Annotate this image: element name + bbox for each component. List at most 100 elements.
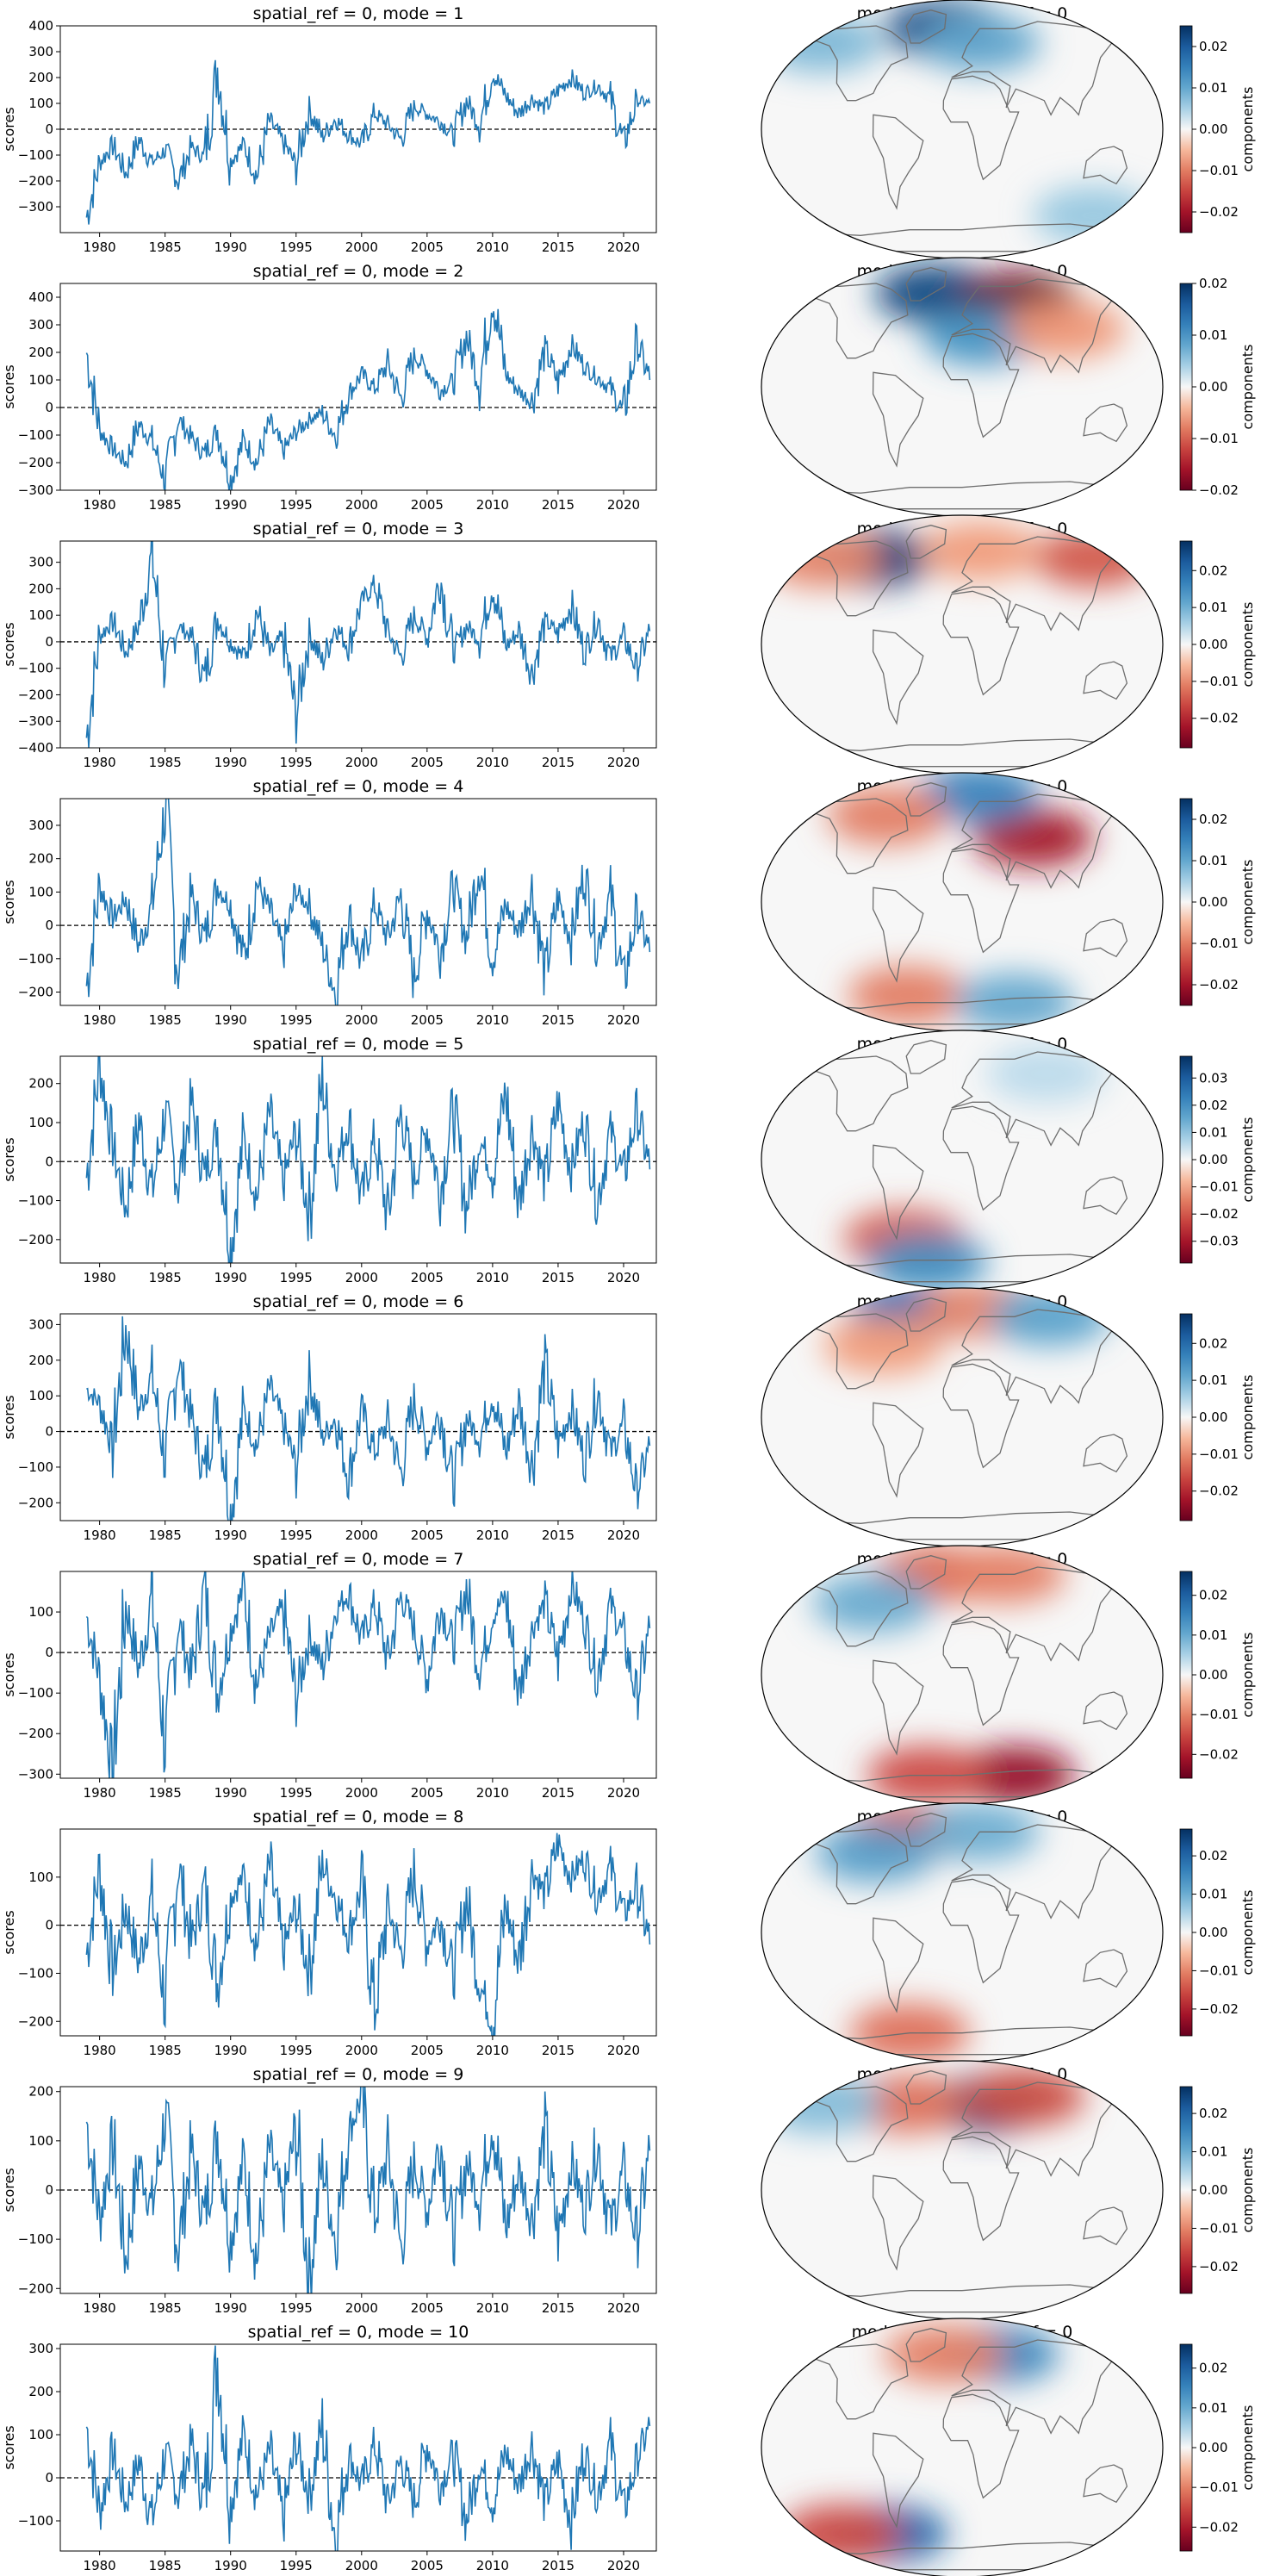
- panel-title: spatial_ref = 0, mode = 9: [253, 2065, 464, 2084]
- y-tick-label: 0: [45, 2182, 53, 2198]
- y-tick-label: −400: [18, 740, 53, 756]
- x-tick-label: 2010: [476, 1528, 509, 1543]
- scores-series-line: [85, 2087, 651, 2293]
- coastline: [1083, 2206, 1128, 2246]
- anomaly-field: [827, 773, 1094, 1031]
- scores-series-line: [85, 1832, 651, 2036]
- colorbar-tick-label: 0.02: [1199, 276, 1227, 291]
- coastline: [872, 2432, 924, 2529]
- anomaly-blob: [883, 2324, 1004, 2384]
- x-tick-label: 2020: [607, 1785, 640, 1801]
- y-tick-label: 100: [28, 607, 53, 623]
- x-tick-label: 1990: [214, 240, 247, 255]
- coastline: [872, 371, 924, 468]
- colorbar-tick-label: −0.02: [1199, 1484, 1239, 1499]
- y-tick-label: 100: [28, 2133, 53, 2149]
- coastline: [1083, 146, 1128, 185]
- x-tick-label: 1990: [214, 1785, 247, 1801]
- x-tick-label: 2005: [411, 2300, 444, 2316]
- x-tick-label: 1990: [214, 2558, 247, 2573]
- y-tick-label: −200: [18, 2013, 53, 2029]
- scores-panel-8: spatial_ref = 0, mode = 8 1980 1985 1990 199…: [1, 1808, 657, 2058]
- colorbar: [1179, 1828, 1193, 2037]
- coastline: [905, 1555, 947, 1590]
- y-tick-label: 0: [45, 918, 53, 933]
- colorbar-tick-label: −0.03: [1199, 1234, 1239, 1249]
- scores-series-line: [85, 2345, 651, 2551]
- y-tick-label: 0: [45, 1424, 53, 1440]
- plot-frame: [59, 283, 657, 491]
- colorbar-tick-label: 0.00: [1199, 894, 1227, 910]
- coastline: [951, 793, 1121, 889]
- x-tick-label: 2000: [345, 1012, 378, 1028]
- y-axis-label: scores: [1, 1395, 17, 1439]
- y-tick-label: 200: [28, 851, 53, 867]
- colorbar-tick-label: 0.01: [1199, 80, 1227, 96]
- x-tick-label: 1980: [84, 1270, 116, 1285]
- x-tick-label: 1980: [84, 2300, 116, 2316]
- y-tick-label: −200: [18, 1232, 53, 1248]
- x-tick-label: 2010: [476, 1012, 509, 1028]
- x-tick-label: 1980: [84, 1785, 116, 1801]
- colorbar-label: components: [1239, 1890, 1256, 1976]
- coastline: [872, 1659, 924, 1756]
- colorbar-tick-label: 0.00: [1199, 1409, 1227, 1425]
- anomaly-field: [815, 1803, 1040, 2062]
- plot-frame: [59, 1313, 657, 1521]
- y-tick-label: 300: [28, 1316, 53, 1332]
- x-tick-label: 2000: [345, 1270, 378, 1285]
- coastline: [813, 2086, 909, 2162]
- coastline: [905, 2070, 947, 2105]
- coastline: [1083, 1949, 1128, 1988]
- colorbar-tick-label: −0.02: [1199, 204, 1239, 220]
- x-tick-label: 2000: [345, 2300, 378, 2316]
- plot-frame: [59, 1055, 657, 1264]
- scores-panel-9: spatial_ref = 0, mode = 9 1980 1985 1990 199…: [1, 2065, 657, 2316]
- scores-series-line: [85, 1571, 651, 1778]
- x-tick-label: 2005: [411, 1012, 444, 1028]
- component-map-panel-5: mode = 5, spatial_ref = 00.030.020.010.0…: [761, 1030, 1256, 1290]
- coastline: [813, 1571, 909, 1647]
- x-tick-label: 2020: [607, 1012, 640, 1028]
- y-tick-label: 200: [28, 70, 53, 85]
- coastline: [805, 223, 1121, 252]
- coastline: [951, 278, 1121, 374]
- panel-title: spatial_ref = 0, mode = 8: [253, 1808, 464, 1826]
- x-tick-label: 1995: [280, 240, 313, 255]
- component-map-panel-9: mode = 9, spatial_ref = 00.020.010.00−0.…: [761, 2060, 1256, 2320]
- x-tick-label: 2015: [542, 1528, 575, 1543]
- x-tick-label: 2005: [411, 497, 444, 513]
- y-tick-label: −100: [18, 1459, 53, 1475]
- x-tick-label: 1980: [84, 240, 116, 255]
- x-tick-label: 2000: [345, 2558, 378, 2573]
- x-tick-label: 1985: [149, 755, 182, 770]
- y-tick-label: −100: [18, 1193, 53, 1209]
- anomaly-blob: [954, 1745, 1075, 1804]
- anomaly-blob: [1005, 300, 1127, 359]
- x-tick-label: 1990: [214, 2043, 247, 2058]
- colorbar: [1179, 1313, 1193, 1521]
- coastline: [942, 75, 1020, 181]
- x-tick-label: 1995: [280, 2043, 313, 2058]
- x-tick-label: 2015: [542, 755, 575, 770]
- x-tick-label: 1985: [149, 1012, 182, 1028]
- anomaly-blob: [920, 14, 1041, 72]
- colorbar-tick-label: −0.01: [1199, 674, 1239, 689]
- colorbar-tick-label: 0.01: [1199, 1124, 1227, 1140]
- plot-frame: [59, 798, 657, 1006]
- coastline: [942, 1878, 1020, 1984]
- component-map-panel-2: mode = 2, spatial_ref = 00.020.010.00−0.…: [761, 257, 1256, 517]
- y-tick-label: −200: [18, 687, 53, 702]
- colorbar-label: components: [1239, 1633, 1256, 1718]
- y-tick-label: −200: [18, 2280, 53, 2296]
- component-map-panel-1: mode = 1, spatial_ref = 00.020.010.00−0.…: [761, 0, 1256, 259]
- plot-frame: [59, 1571, 657, 1779]
- coastline: [951, 1566, 1121, 1662]
- y-tick-label: −100: [18, 661, 53, 676]
- y-tick-label: −200: [18, 1495, 53, 1510]
- colorbar-tick-label: 0.02: [1199, 1335, 1227, 1351]
- x-tick-label: 2010: [476, 755, 509, 770]
- x-tick-label: 1985: [149, 240, 182, 255]
- scores-panel-5: spatial_ref = 0, mode = 5 1980 1985 1990 199…: [1, 1035, 657, 1285]
- y-tick-label: 300: [28, 2341, 53, 2356]
